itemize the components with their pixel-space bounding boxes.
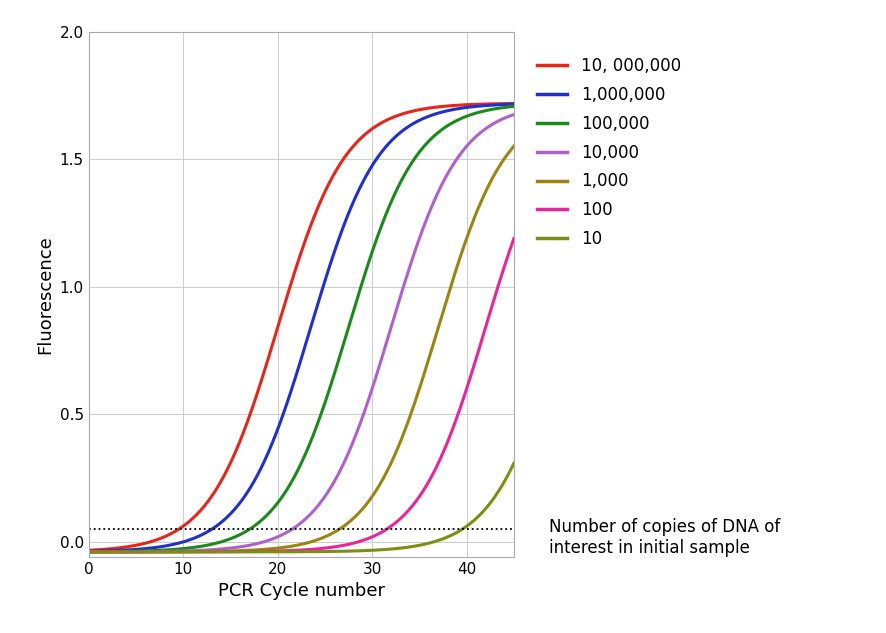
Legend: 10, 000,000, 1,000,000, 100,000, 10,000, 1,000, 100, 10: 10, 000,000, 1,000,000, 100,000, 10,000,… xyxy=(531,51,688,255)
Text: Number of copies of DNA of
interest in initial sample: Number of copies of DNA of interest in i… xyxy=(549,518,781,557)
Y-axis label: Fluorescence: Fluorescence xyxy=(36,235,54,354)
X-axis label: PCR Cycle number: PCR Cycle number xyxy=(218,582,385,601)
